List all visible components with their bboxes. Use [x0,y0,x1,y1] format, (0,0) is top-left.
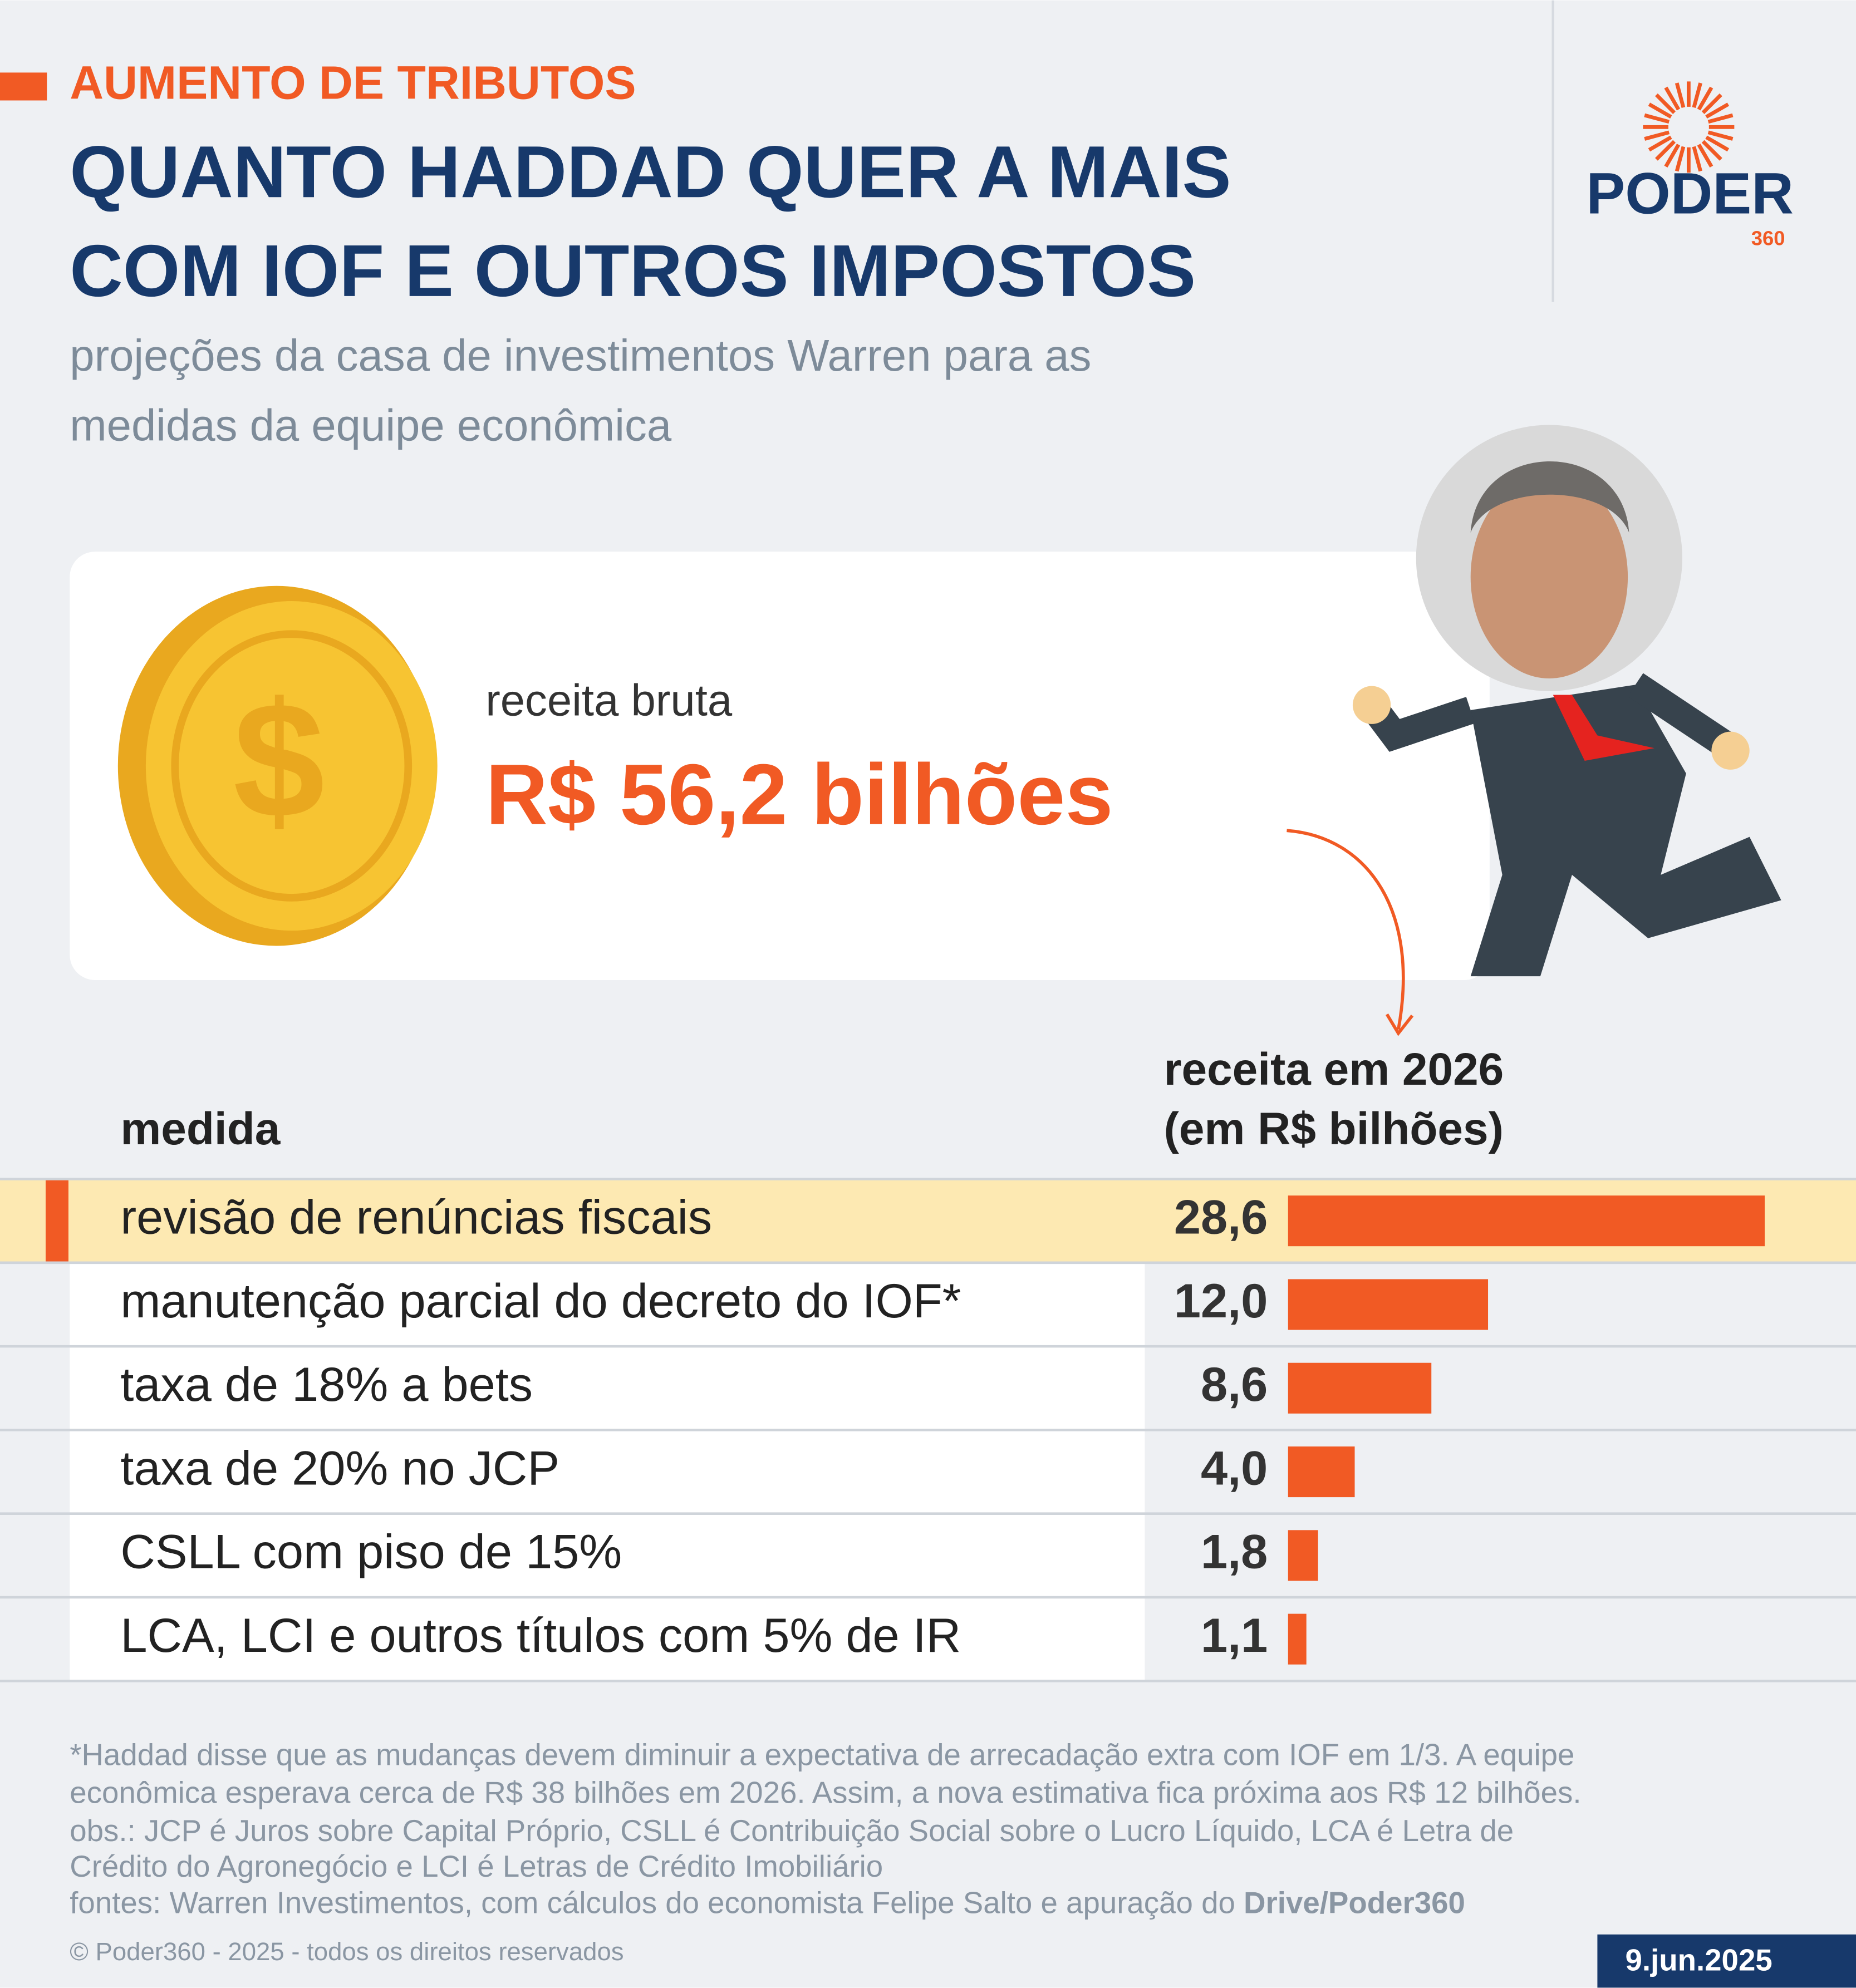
arrow-head [1385,1013,1414,1036]
sources-text: fontes: Warren Investimentos, com cálcul… [70,1886,1244,1920]
value-label: 12,0 [1174,1275,1268,1328]
sun-ray [1692,82,1702,109]
card [70,552,1490,980]
coin [145,601,438,931]
logo-name: PODER [1586,161,1794,227]
title: QUANTO HADDAD QUER A MAIS [70,130,1231,213]
face [1470,475,1628,678]
category-label: taxa de 18% a bets [120,1358,533,1411]
figure [1352,425,1781,977]
figure-tie [1553,695,1654,761]
value-label: 1,1 [1201,1609,1268,1662]
bar [1288,1362,1432,1414]
sun-ray [1692,146,1702,172]
sun-ray [1705,102,1730,119]
row [70,1346,1145,1430]
subtitle: medidas da equipe econômica [70,400,672,450]
note: obs.: JCP é Juros sobre Capital Próprio,… [70,1814,1514,1848]
sun-ray [1644,130,1670,141]
category-header: medida [120,1104,281,1154]
note: Crédito do Agronegócio e LCI é Letras de… [70,1849,883,1883]
value-label: 1,8 [1201,1526,1268,1579]
figure-hand [1352,686,1391,724]
sun-ray [1648,102,1672,119]
sun-ray [1664,144,1681,168]
row [70,1513,1145,1598]
sun-ray [1644,113,1670,124]
sun-ray [1664,86,1681,111]
sources: fontes: Warren Investimentos, com cálcul… [70,1886,1465,1920]
category-label: CSLL com piso de 15% [120,1526,622,1579]
value-label: 4,0 [1201,1441,1268,1495]
hair [1470,461,1629,533]
bar [1288,1613,1307,1665]
sun-ray [1705,135,1730,152]
sun-ray [1675,146,1686,172]
sun-ray [1697,86,1713,111]
logo-sun [1643,81,1735,173]
highlight-value: R$ 56,2 bilhões [485,746,1113,843]
sun-ray [1707,113,1734,124]
row-marker [45,1179,68,1263]
value-label: 28,6 [1174,1191,1268,1244]
highlight-label: receita bruta [485,676,733,725]
value-label: 8,6 [1201,1358,1268,1411]
bar [1288,1446,1355,1498]
note: econômica esperava cerca de R$ 38 bilhõe… [70,1776,1581,1810]
row [70,1430,1145,1514]
row [70,1597,1145,1681]
subtitle: projeções da casa de investimentos Warre… [70,331,1091,380]
bar [1288,1530,1318,1581]
sources-bold: Drive/Poder360 [1244,1886,1465,1920]
value-header: receita em 2026 [1164,1044,1504,1095]
copyright: © Poder360 - 2025 - todos os direitos re… [70,1937,623,1966]
value-header: (em R$ bilhões) [1164,1104,1504,1154]
bar [1288,1195,1765,1247]
sun-ray [1701,93,1722,114]
category-label: manutenção parcial do decreto do IOF* [120,1275,961,1328]
date: 9.jun.2025 [1625,1943,1772,1977]
kicker: AUMENTO DE TRIBUTOS [70,57,636,109]
logo-number: 360 [1751,227,1785,250]
category-label: revisão de renúncias fiscais [120,1191,712,1244]
sun-ray [1697,144,1713,168]
category-label: LCA, LCI e outros títulos com 5% de IR [120,1609,961,1662]
title: COM IOF E OUTROS IMPOSTOS [70,229,1196,312]
bar [1288,1279,1489,1330]
figure-hand [1711,731,1750,770]
arrow [1287,829,1405,1030]
row [70,1262,1145,1347]
kicker-marker [0,72,47,101]
table: medida receita em 2026 (em R$ bilhões) revi… [0,1044,1856,1682]
coin-ring [171,630,413,902]
category-label: taxa de 20% no JCP [120,1441,559,1495]
note: *Haddad disse que as mudanças devem dimi… [70,1738,1574,1772]
date-box [1597,1934,1856,1988]
sun-ray [1707,130,1734,141]
sun-ray [1701,140,1722,161]
sun-ray [1655,93,1676,114]
sun-ray [1648,135,1672,152]
sun-ray [1655,140,1676,161]
sun-ray [1675,82,1686,109]
coin-symbol: $ [233,668,325,852]
figure-body [1470,685,1781,977]
